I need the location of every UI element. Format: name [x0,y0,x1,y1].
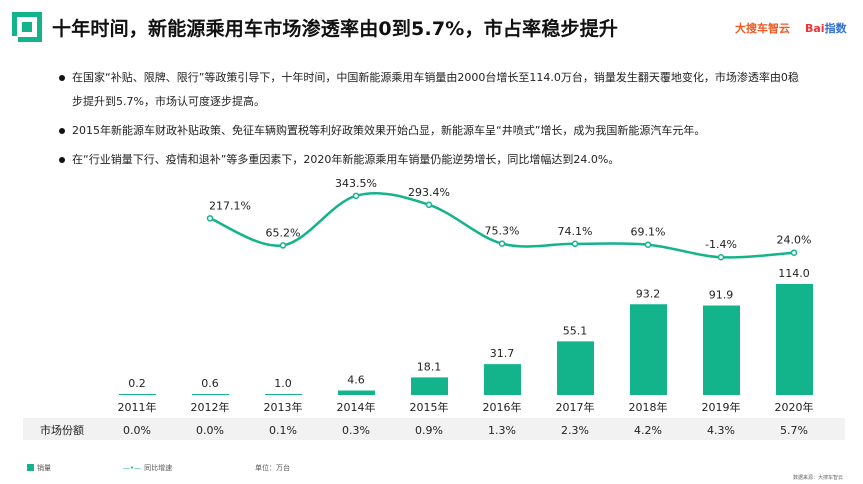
bar [119,394,156,395]
growth-value-label: 293.4% [408,186,450,199]
bullet-list: 在国家“补贴、限牌、限行”等政策引导下，十年时间，中国新能源乘用车销量由2000… [59,66,800,177]
market-share-value: 0.0% [123,424,151,437]
x-tick-label: 2016年 [483,400,522,414]
unit-label: 单位：万台 [255,464,290,472]
bar-value-label: 0.6 [201,377,219,390]
x-tick-label: 2017年 [556,400,595,414]
bar-value-label: 55.1 [563,324,588,337]
growth-point [717,253,725,261]
bar-value-label: 0.2 [128,377,146,390]
legend-growth: —•— 同比增速 [123,464,173,472]
market-share-value: 5.7% [780,424,808,437]
bar [265,394,302,395]
growth-point [206,215,214,222]
bar-value-label: 4.6 [347,374,365,387]
x-tick-label: 2014年 [337,400,376,414]
market-share-value: 1.3% [488,424,516,437]
x-tick-label: 2012年 [191,400,230,414]
legend-sales: 销量 [27,463,51,473]
x-tick-label: 2018年 [629,400,668,414]
bar-value-label: 1.0 [274,377,292,390]
bar [557,341,594,395]
bar [703,305,740,395]
growth-point [571,240,579,248]
bar [484,364,521,395]
market-share-value: 4.2% [634,424,662,437]
brand-logo-baidu-index: Bai指数 [805,22,847,35]
market-share-value: 4.3% [707,424,735,437]
growth-value-label: 74.1% [558,225,593,238]
bar [630,304,667,395]
growth-point [352,192,360,200]
legend-bar-swatch [27,464,34,471]
brand-logo-dasouche: 大搜车智云 [735,22,790,35]
market-share-value: 0.1% [269,424,297,437]
logo-icon [12,12,42,42]
growth-point [425,201,433,209]
growth-value-label: 217.1% [209,199,251,212]
growth-value-label: 75.3% [485,225,520,238]
bar [192,394,229,395]
market-share-value: 0.3% [342,424,370,437]
growth-point [790,249,798,256]
growth-value-label: 24.0% [777,234,812,247]
market-share-value: 0.0% [196,424,224,437]
growth-value-label: 65.2% [266,226,301,239]
bar-value-label: 31.7 [490,347,515,360]
growth-point [498,240,506,247]
growth-point [279,242,287,249]
market-share-value: 0.9% [415,424,443,437]
market-share-value: 2.3% [561,424,589,437]
growth-point [644,241,652,248]
market-share-label: 市场份额 [40,423,84,437]
x-tick-label: 2020年 [775,400,814,414]
bar-value-label: 18.1 [417,360,442,373]
page-title: 十年时间，新能源乘用车市场渗透率由0到5.7%，市占率稳步提升 [52,18,619,40]
growth-value-label: -1.4% [705,238,737,251]
x-tick-label: 2013年 [264,400,303,414]
bar-value-label: 114.0 [778,267,810,280]
growth-value-label: 69.1% [631,226,666,239]
bullet-item: 在“行业销量下行、疫情和退补”等多重因素下，2020年新能源乘用车销量仍能逆势增… [59,148,800,172]
bar [411,377,448,395]
x-tick-label: 2015年 [410,400,449,414]
bar [338,390,375,395]
market-share-row [23,418,845,440]
x-tick-label: 2011年 [118,400,157,414]
bar-value-label: 93.2 [636,287,661,300]
source-note: 数据来源：大搜车智云 [792,475,843,481]
bar [776,284,813,395]
bullet-item: 在国家“补贴、限牌、限行”等政策引导下，十年时间，中国新能源乘用车销量由2000… [59,66,800,114]
growth-value-label: 343.5% [335,177,377,190]
bar-value-label: 91.9 [709,289,734,302]
x-tick-label: 2019年 [702,400,741,414]
growth-line [209,192,795,259]
bullet-item: 2015年新能源车财政补贴政策、免征车辆购置税等利好政策效果开始凸显，新能源车呈… [59,119,800,143]
legend-line-swatch: —•— [123,464,142,472]
